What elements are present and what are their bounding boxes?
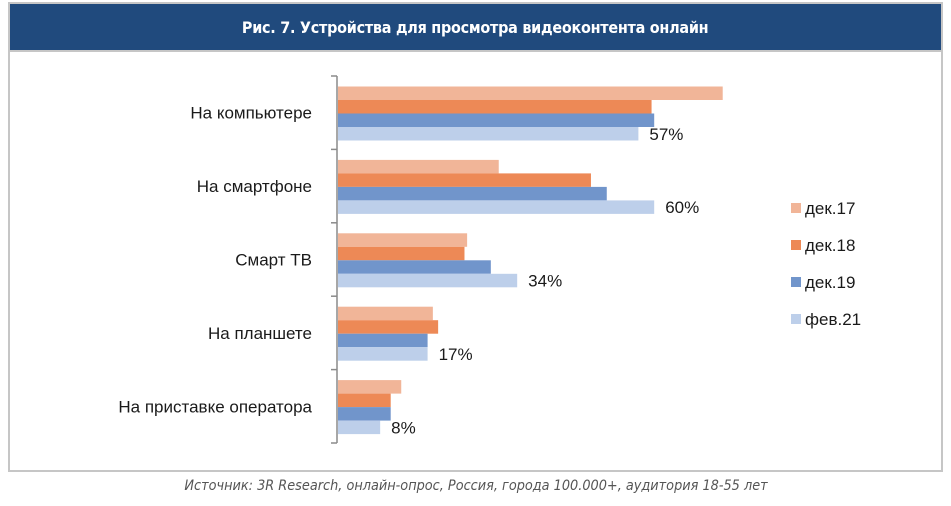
- bar: [338, 113, 655, 127]
- bar: [338, 333, 428, 348]
- bar: [338, 186, 607, 201]
- bar: [338, 200, 655, 214]
- legend-swatch: [791, 240, 801, 250]
- figure-frame: Рис. 7. Устройства для просмотра видеоко…: [8, 2, 943, 472]
- bar: [338, 260, 491, 274]
- figure-header: Рис. 7. Устройства для просмотра видеоко…: [10, 4, 941, 52]
- bar: [338, 420, 381, 435]
- category-label: На смартфоне: [197, 177, 312, 196]
- category-label: На приставке оператора: [118, 397, 312, 416]
- bar: [338, 86, 723, 100]
- category-label: Смарт ТВ: [235, 251, 312, 270]
- category-label: На планшете: [208, 324, 312, 343]
- legend-swatch: [791, 203, 801, 213]
- legend-label: дек.19: [805, 273, 855, 292]
- legend-label: дек.17: [805, 199, 855, 218]
- bar: [338, 159, 499, 174]
- bar: [338, 320, 439, 334]
- category-label: На компьютере: [190, 104, 312, 123]
- bar: [338, 347, 428, 361]
- data-label: 60%: [665, 198, 699, 217]
- legend-swatch: [791, 277, 801, 287]
- bar: [338, 393, 391, 408]
- source-text: Источник: 3R Research, онлайн-опрос, Рос…: [183, 478, 768, 494]
- source-note: Источник: 3R Research, онлайн-опрос, Рос…: [0, 478, 951, 494]
- figure-title: Рис. 7. Устройства для просмотра видеоко…: [242, 17, 709, 37]
- data-label: 34%: [528, 272, 562, 291]
- legend-label: дек.18: [805, 236, 855, 255]
- bar: [338, 127, 639, 141]
- bar: [338, 407, 391, 421]
- bar: [338, 306, 433, 321]
- bar: [338, 100, 652, 114]
- bar-chart: На компьютере На смартфоне Смарт ТВ На план…: [118, 75, 861, 444]
- data-label: 57%: [649, 125, 683, 144]
- bar: [338, 246, 465, 261]
- data-label: 8%: [391, 418, 416, 437]
- legend-label: фев.21: [805, 310, 861, 329]
- bar: [338, 273, 518, 288]
- data-label: 17%: [439, 345, 473, 364]
- bar: [338, 233, 468, 247]
- legend-swatch: [791, 314, 801, 324]
- bar: [338, 380, 402, 394]
- bar: [338, 173, 591, 187]
